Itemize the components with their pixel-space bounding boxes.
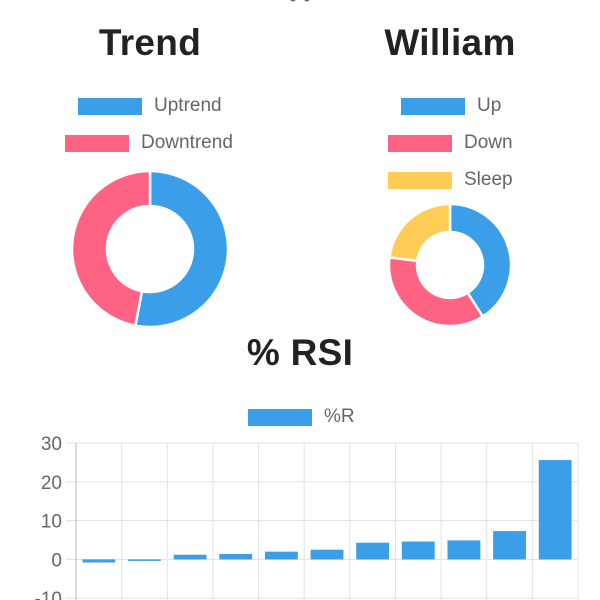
rsi-y-tick-label: 20	[41, 473, 62, 494]
rsi-bar[interactable]	[310, 549, 344, 560]
trend-legend-downtrend[interactable]: Downtrend	[65, 132, 233, 154]
rsi-bar[interactable]	[219, 553, 253, 560]
trend-legend-downtrend-label: Downtrend	[141, 132, 233, 153]
william-legend-down[interactable]: Down	[388, 132, 513, 154]
rsi-legend-r-swatch	[248, 408, 312, 426]
rsi-y-tick-label: 30	[41, 434, 62, 455]
trend-legend-uptrend[interactable]: Uptrend	[78, 95, 222, 117]
william-chart-title: William	[384, 22, 516, 63]
rsi-bar[interactable]	[173, 554, 207, 560]
rsi-y-tick-label: 10	[41, 512, 62, 533]
rsi-bar[interactable]	[82, 559, 116, 563]
william-legend-down-label: Down	[464, 132, 513, 153]
william-legend-sleep[interactable]: Sleep	[388, 169, 513, 191]
william-legend-sleep-swatch	[388, 171, 452, 189]
rsi-bar[interactable]	[447, 540, 481, 560]
william-slice-up[interactable]	[448, 202, 513, 319]
william-legend-up-swatch	[401, 97, 465, 115]
rsi-bar[interactable]	[401, 541, 435, 560]
william-legend-sleep-label: Sleep	[464, 169, 513, 190]
rsi-bar[interactable]	[538, 460, 572, 560]
rsi-legend-r-label: %R	[324, 406, 355, 427]
rsi-bar[interactable]	[128, 559, 161, 561]
rsi-y-tick-label: -10	[35, 589, 62, 600]
rsi-bar[interactable]	[356, 542, 390, 560]
trend-legend-downtrend-swatch	[65, 134, 129, 152]
william-legend-up[interactable]: Up	[401, 95, 501, 117]
trend-slice-downtrend[interactable]	[70, 169, 152, 328]
rsi-chart-title: % RSI	[246, 332, 354, 373]
trend-legend-uptrend-label: Uptrend	[154, 95, 222, 116]
william-slice-sleep[interactable]	[388, 202, 452, 263]
trend-chart-title: Trend	[98, 22, 202, 63]
william-legend-up-label: Up	[477, 95, 502, 116]
trend-slice-uptrend[interactable]	[133, 169, 230, 329]
rsi-bar[interactable]	[493, 531, 526, 560]
trend-legend-uptrend-swatch	[78, 97, 142, 115]
rsi-legend-r[interactable]: %R	[248, 406, 355, 428]
rsi-y-tick-label: 0	[51, 550, 62, 571]
clipped-header-text: • •	[0, 0, 600, 12]
rsi-bar[interactable]	[264, 551, 298, 560]
william-slice-down[interactable]	[387, 255, 485, 328]
william-legend-down-swatch	[388, 134, 452, 152]
